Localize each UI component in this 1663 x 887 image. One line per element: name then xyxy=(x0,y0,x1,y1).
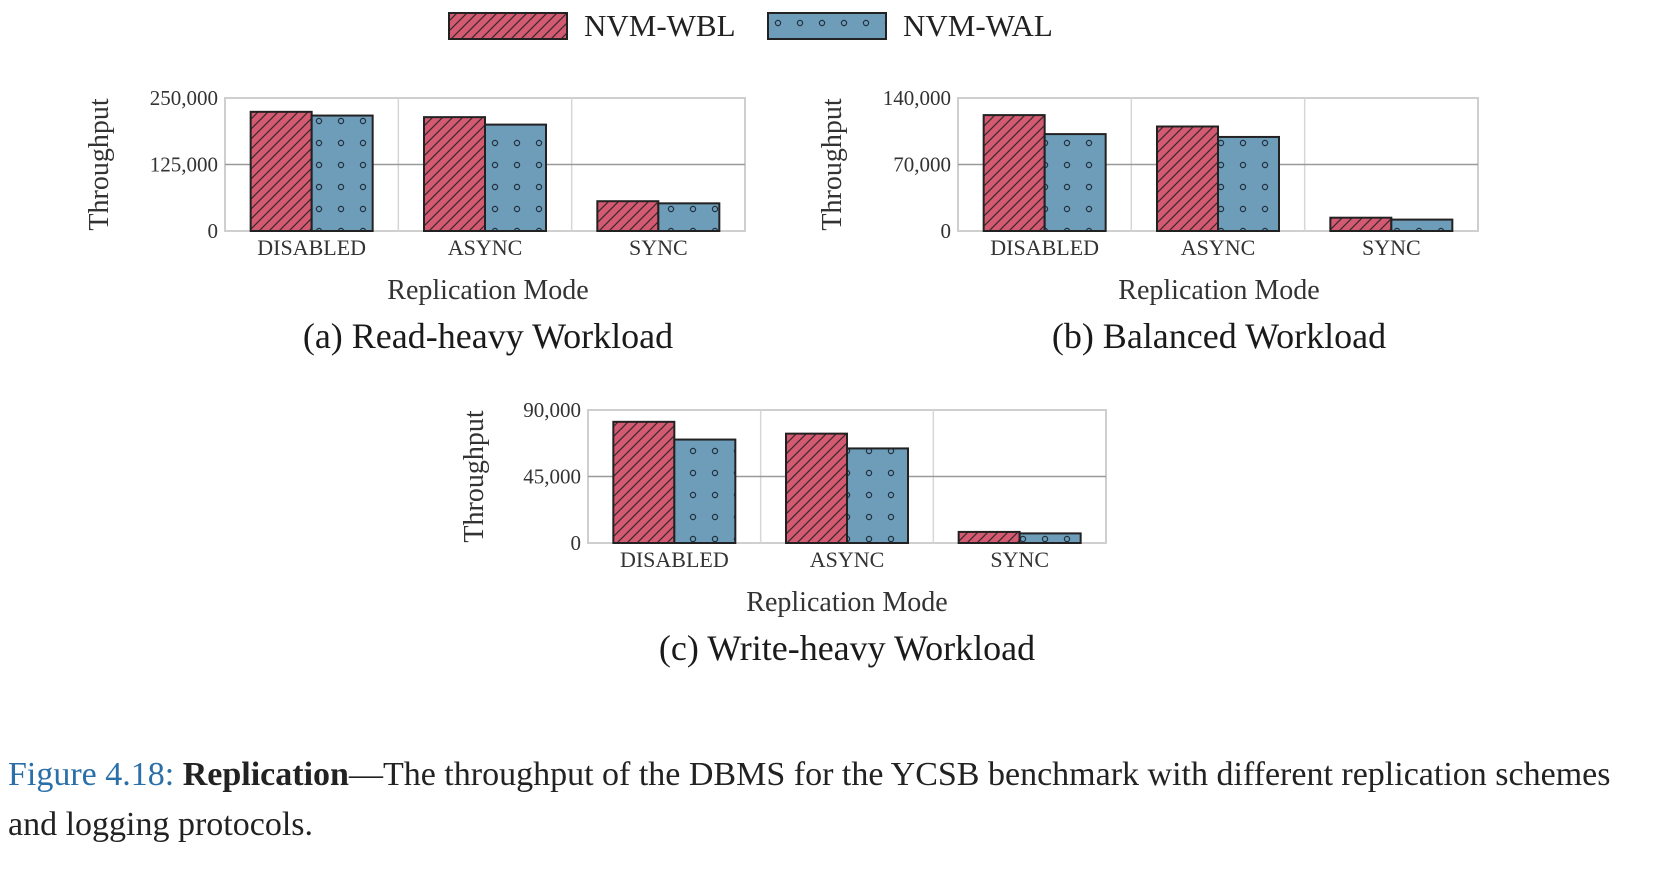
chart-1-bar-nvm-wal-async xyxy=(484,123,547,232)
legend-item-nvm-wal: NVM-WAL xyxy=(767,6,1053,46)
chart-1-ytick-label: 125,000 xyxy=(150,153,218,177)
chart-3-bar-nvm-wal-async xyxy=(846,447,909,544)
chart-1-xtick-label: ASYNC xyxy=(448,235,523,260)
chart-3-bar-nvm-wal-sync xyxy=(1018,532,1082,545)
chart-3-bar-nvm-wal-disabled xyxy=(673,438,737,544)
chart-3-ytick-label: 0 xyxy=(571,531,582,555)
chart-2-bar-nvm-wbl-async xyxy=(1156,125,1219,232)
chart-1-bar-nvm-wbl-async xyxy=(423,116,486,232)
chart-1-ytick-label: 0 xyxy=(208,219,219,243)
chart-2-subtitle: (b) Balanced Workload xyxy=(1052,316,1386,356)
chart-2-xtick-label: SYNC xyxy=(1362,235,1421,260)
chart-2-xaxis-title: Replication Mode xyxy=(1118,275,1319,306)
chart-2-ytick-label: 140,000 xyxy=(883,86,951,110)
caption-text: —The throughput of the DBMS for the YCSB… xyxy=(8,756,1611,843)
chart-1-yaxis-title: Throughput xyxy=(84,98,115,230)
chart-2-yaxis-title: Throughput xyxy=(817,98,848,230)
chart-2-bar-nvm-wbl-sync xyxy=(1329,216,1393,232)
chart-1-xtick-label: SYNC xyxy=(629,235,688,260)
chart-3-bar-nvm-wbl-disabled xyxy=(612,420,676,545)
caption-figure-number: Figure 4.18: xyxy=(8,756,175,793)
charts-canvas: 0 125,000 250,000 DISABLED ASYNC SYNC Replicat… xyxy=(84,86,1479,668)
legend: NVM-WBL NVM-WAL xyxy=(0,6,1663,46)
legend-item-nvm-wbl: NVM-WBL xyxy=(448,6,736,46)
legend-swatch-nvm-wbl xyxy=(448,12,568,40)
chart-3-xaxis-title: Replication Mode xyxy=(746,587,947,618)
caption-heading: Replication xyxy=(182,756,349,793)
chart-1-xtick-label: DISABLED xyxy=(257,235,366,260)
chart-2-bar-nvm-wbl-disabled xyxy=(982,114,1046,232)
chart-1-bar-nvm-wal-disabled xyxy=(310,114,374,232)
chart-2-bar-nvm-wal-sync xyxy=(1390,218,1454,233)
figure-caption: Figure 4.18: Replication—The throughput … xyxy=(8,750,1658,850)
chart-3-bar-nvm-wbl-sync xyxy=(957,530,1021,545)
legend-label-nvm-wbl: NVM-WBL xyxy=(584,8,736,43)
chart-3-xtick-label: DISABLED xyxy=(620,547,729,572)
chart-3-subtitle: (c) Write-heavy Workload xyxy=(659,628,1035,668)
chart-2-ytick-label: 0 xyxy=(941,219,952,243)
chart-2-xtick-label: DISABLED xyxy=(990,235,1099,260)
chart-3-bar-nvm-wbl-async xyxy=(785,432,848,544)
chart-1-ytick-label: 250,000 xyxy=(150,86,218,110)
chart-3-xtick-label: ASYNC xyxy=(810,547,885,572)
chart-2-ytick-label: 70,000 xyxy=(893,153,951,177)
chart-2-bar-nvm-wal-async xyxy=(1217,135,1280,232)
chart-1-xaxis-title: Replication Mode xyxy=(387,275,588,306)
chart-1-bar-nvm-wbl-sync xyxy=(596,200,660,232)
chart-2-bar-nvm-wal-disabled xyxy=(1043,133,1107,233)
chart-1-subtitle: (a) Read-heavy Workload xyxy=(303,316,673,356)
chart-1-bar-nvm-wbl-disabled xyxy=(249,110,313,232)
chart-1-bar-nvm-wal-sync xyxy=(657,202,721,232)
chart-3-yaxis-title: Throughput xyxy=(459,410,490,542)
chart-3-ytick-label: 45,000 xyxy=(523,465,581,489)
legend-label-nvm-wal: NVM-WAL xyxy=(903,8,1053,43)
legend-swatch-nvm-wal xyxy=(767,12,887,40)
chart-3-ytick-label: 90,000 xyxy=(523,398,581,422)
chart-2-xtick-label: ASYNC xyxy=(1181,235,1256,260)
chart-3-xtick-label: SYNC xyxy=(990,547,1049,572)
